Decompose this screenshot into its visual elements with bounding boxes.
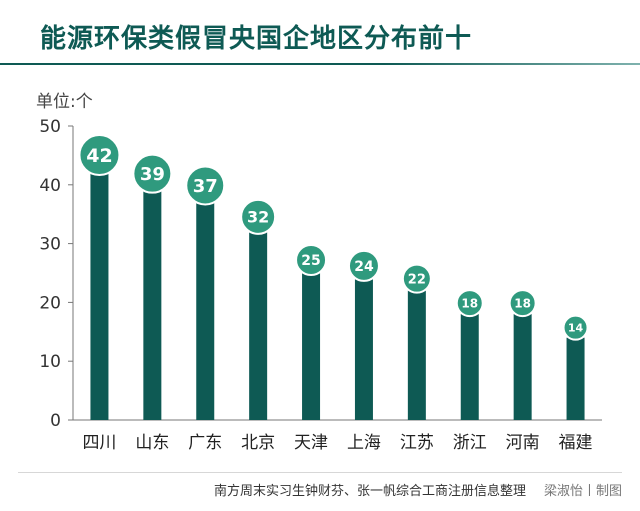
data-label: 42 <box>86 145 112 167</box>
y-ticks: 0 10 20 30 40 50 <box>39 117 73 431</box>
value-badge <box>78 134 121 177</box>
bar <box>407 290 426 420</box>
x-tick-labels: 四川 山东 广东 北京 天津 上海 江苏 浙江 河南 福建 <box>82 433 592 453</box>
data-label: 25 <box>301 253 320 269</box>
bar <box>460 314 479 420</box>
bar <box>354 278 373 420</box>
data-label: 22 <box>408 272 426 287</box>
x-tick-label: 四川 <box>82 433 116 453</box>
footer: 南方周末实习生钟财芬、张一帆综合工商注册信息整理 梁淑怡丨制图 <box>0 480 622 499</box>
value-badge <box>562 314 589 341</box>
value-badge <box>132 153 173 194</box>
data-label: 39 <box>140 164 165 185</box>
y-tick-label: 50 <box>39 117 61 137</box>
y-tick-label: 20 <box>39 293 61 313</box>
bar <box>90 173 109 420</box>
bar <box>143 190 162 420</box>
data-label: 18 <box>461 296 478 310</box>
data-label: 18 <box>514 296 531 310</box>
data-label: 24 <box>354 259 374 275</box>
y-tick-label: 0 <box>50 411 61 431</box>
value-badge <box>347 249 380 282</box>
y-tick-label: 30 <box>39 235 61 255</box>
value-badge <box>508 289 537 318</box>
data-label: 32 <box>247 208 269 227</box>
bar <box>302 273 321 420</box>
value-badge <box>401 263 432 294</box>
source-note: 南方周末实习生钟财芬、张一帆综合工商注册信息整理 <box>213 484 526 499</box>
credit-note: 梁淑怡丨制图 <box>543 484 622 499</box>
chart-title: 能源环保类假冒央国企地区分布前十 <box>40 24 473 54</box>
x-tick-label: 广东 <box>188 433 222 453</box>
x-tick-label: 天津 <box>294 433 328 453</box>
data-label: 14 <box>568 322 584 335</box>
x-tick-label: 江苏 <box>400 433 434 453</box>
x-tick-label: 河南 <box>506 433 540 453</box>
bar-chart: 0 10 20 30 40 50 42 39 37 32 25 24 22 18 18 14 四川 山东 广东北… <box>39 117 602 453</box>
x-tick-label: 浙江 <box>453 433 487 453</box>
footer-divider <box>18 472 622 473</box>
value-badge <box>455 289 484 318</box>
unit-label: 单位:个 <box>36 92 93 112</box>
value-badge <box>185 165 226 206</box>
bar <box>249 231 268 420</box>
title-divider <box>0 63 640 65</box>
y-tick-label: 40 <box>39 176 61 196</box>
bar <box>566 337 585 420</box>
bar <box>196 202 215 420</box>
data-label: 37 <box>193 176 218 197</box>
x-tick-label: 山东 <box>135 433 169 453</box>
x-tick-label: 上海 <box>347 433 381 453</box>
x-tick-label: 北京 <box>241 433 275 453</box>
bar <box>513 314 532 420</box>
y-tick-label: 10 <box>39 352 61 372</box>
value-badge <box>295 244 328 276</box>
value-badge <box>240 198 277 235</box>
x-tick-label: 福建 <box>559 433 593 453</box>
value-badges: 42 39 37 32 25 24 22 18 18 14 <box>78 134 589 341</box>
bars <box>90 173 585 420</box>
